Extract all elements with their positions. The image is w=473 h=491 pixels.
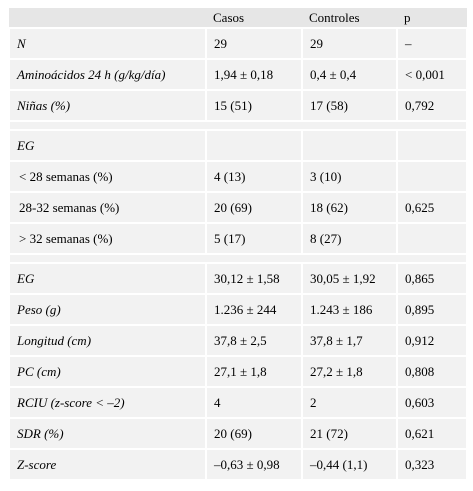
cell: [301, 129, 398, 162]
cell: < 0,001: [396, 58, 468, 91]
table-row: PC (cm) 27,1 ± 1,8 27,2 ± 1,8 0,808: [8, 355, 468, 388]
table-row: Peso (g) 1.236 ± 244 1.243 ± 186 0,895: [8, 293, 468, 326]
cell: 0,625: [396, 191, 468, 224]
cell: 27,2 ± 1,8: [301, 355, 398, 388]
cell: 0,912: [396, 324, 468, 357]
table-row: Niñas (%) 15 (51) 17 (58) 0,792: [8, 89, 468, 122]
cell: 4 (13): [205, 160, 303, 193]
cell: 2: [301, 386, 398, 419]
cell: 0,603: [396, 386, 468, 419]
table-row: SDR (%) 20 (69) 21 (72) 0,621: [8, 417, 468, 450]
row-label: Niñas (%): [8, 89, 207, 122]
cell: 0,895: [396, 293, 468, 326]
cell: 8 (27): [301, 222, 398, 255]
cell: –: [396, 27, 468, 60]
cell: 29: [301, 27, 398, 60]
table-row: EG 30,12 ± 1,58 30,05 ± 1,92 0,865: [8, 262, 468, 295]
spacer-row: [8, 253, 468, 264]
cell: 0,323: [396, 448, 468, 481]
table-row: > 32 semanas (%) 5 (17) 8 (27): [8, 222, 468, 255]
row-label: N: [8, 27, 207, 60]
row-label: > 32 semanas (%): [8, 222, 207, 255]
row-label: SDR (%): [8, 417, 207, 450]
cell: 5 (17): [205, 222, 303, 255]
table-row: Z-score –0,63 ± 0,98 –0,44 (1,1) 0,323: [8, 448, 468, 481]
row-label: RCIU (z-score < –2): [8, 386, 207, 419]
header-row: Casos Controles p: [9, 8, 467, 29]
cell: 37,8 ± 2,5: [205, 324, 303, 357]
row-label: Peso (g): [8, 293, 207, 326]
row-label: PC (cm): [8, 355, 207, 388]
header-cell: p: [397, 8, 467, 29]
table-row: Longitud (cm) 37,8 ± 2,5 37,8 ± 1,7 0,912: [8, 324, 468, 357]
row-label: Z-score: [8, 448, 207, 481]
header-cell: Casos: [206, 8, 302, 29]
table-row: EG: [8, 129, 468, 162]
header-cell: [9, 8, 206, 29]
row-label: Longitud (cm): [8, 324, 207, 357]
cell: 1,94 ± 0,18: [205, 58, 303, 91]
spacer-cell: [8, 253, 468, 264]
cell: [205, 129, 303, 162]
row-label: EG: [8, 262, 207, 295]
spacer-row: [8, 120, 468, 131]
cell: [396, 222, 468, 255]
cell: 0,865: [396, 262, 468, 295]
cell: 30,05 ± 1,92: [301, 262, 398, 295]
table-row: 28-32 semanas (%) 20 (69) 18 (62) 0,625: [8, 191, 468, 224]
cell: 21 (72): [301, 417, 398, 450]
row-label: < 28 semanas (%): [8, 160, 207, 193]
cell: 20 (69): [205, 191, 303, 224]
header-cell: Controles: [302, 8, 397, 29]
cell: 15 (51): [205, 89, 303, 122]
cell: 3 (10): [301, 160, 398, 193]
cell: 37,8 ± 1,7: [301, 324, 398, 357]
cell: 30,12 ± 1,58: [205, 262, 303, 295]
cell: 1.236 ± 244: [205, 293, 303, 326]
cell: –0,63 ± 0,98: [205, 448, 303, 481]
cell: 4: [205, 386, 303, 419]
cell: 29: [205, 27, 303, 60]
table-row: RCIU (z-score < –2) 4 2 0,603: [8, 386, 468, 419]
cell: 0,4 ± 0,4: [301, 58, 398, 91]
cell: –0,44 (1,1): [301, 448, 398, 481]
cell: 18 (62): [301, 191, 398, 224]
data-table: Casos Controles p N 29 29– Aminoácidos 24 h…: [8, 8, 468, 481]
cell: 0,621: [396, 417, 468, 450]
table-body: N 29 29– Aminoácidos 24 h (g/kg/día) 1,94 ± …: [8, 27, 468, 481]
spacer-cell: [8, 120, 468, 131]
cell: [396, 129, 468, 162]
table-row: Aminoácidos 24 h (g/kg/día) 1,94 ± 0,18 0,…: [8, 58, 468, 91]
row-label: 28-32 semanas (%): [8, 191, 207, 224]
table-row: N 29 29–: [8, 27, 468, 60]
row-label: EG: [8, 129, 207, 162]
cell: 20 (69): [205, 417, 303, 450]
table-row: < 28 semanas (%) 4 (13) 3 (10): [8, 160, 468, 193]
cell: [396, 160, 468, 193]
cell: 17 (58): [301, 89, 398, 122]
cell: 27,1 ± 1,8: [205, 355, 303, 388]
cell: 1.243 ± 186: [301, 293, 398, 326]
cell: 0,808: [396, 355, 468, 388]
row-label: Aminoácidos 24 h (g/kg/día): [8, 58, 207, 91]
cell: 0,792: [396, 89, 468, 122]
